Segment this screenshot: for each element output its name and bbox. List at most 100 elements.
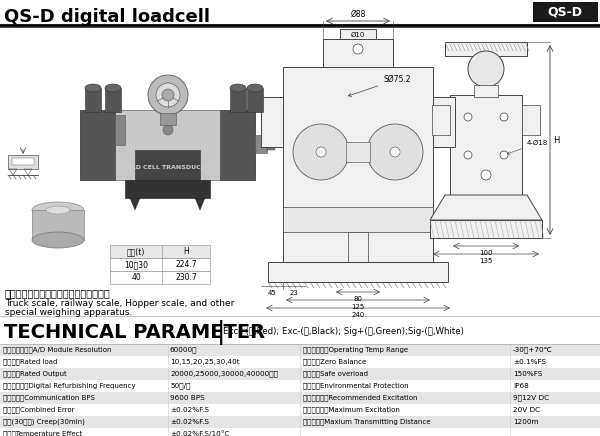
Bar [474,85,498,97]
Bar [230,88,246,112]
Text: H: H [183,247,189,256]
Text: 150%FS: 150%FS [513,371,542,377]
Text: 60000码: 60000码 [170,347,197,353]
Bar [340,29,376,39]
Bar [0,344,600,356]
Text: 防护等级Environmental Protection: 防护等级Environmental Protection [303,383,409,389]
Circle shape [162,89,174,101]
Text: 使用温度范围Operating Temp Range: 使用温度范围Operating Temp Range [303,347,408,353]
Text: 45: 45 [268,290,277,296]
Bar [261,97,283,147]
Bar [0,380,600,392]
Circle shape [156,83,180,107]
Text: 最大传输距Maxium Transmitting Distance: 最大传输距Maxium Transmitting Distance [303,419,431,425]
Text: 23: 23 [290,290,298,296]
Text: 汽车衡、轨道衡、配料秤及各种专用衡器: 汽车衡、轨道衡、配料秤及各种专用衡器 [5,288,111,298]
Text: 安全过载Safe overload: 安全过载Safe overload [303,371,368,377]
Text: 40: 40 [131,273,141,282]
Text: 50次/秒: 50次/秒 [170,383,191,389]
Bar [0,404,600,416]
Bar [268,262,448,282]
Text: 蚀变(30分钟) Creep(30min): 蚀变(30分钟) Creep(30min) [3,419,85,425]
Polygon shape [130,198,140,210]
Circle shape [468,51,504,87]
Ellipse shape [247,84,263,92]
Bar [533,2,598,22]
Polygon shape [195,198,205,210]
Polygon shape [430,195,542,220]
Bar [125,180,210,198]
Bar [348,232,368,262]
Text: 240: 240 [352,312,365,318]
Bar [0,416,600,428]
Circle shape [390,147,400,157]
Bar [283,67,433,262]
Bar [110,258,210,271]
Text: 4-Ø18: 4-Ø18 [507,140,548,154]
Text: 数据刺新速率Digital Refurbishing Frequency: 数据刺新速率Digital Refurbishing Frequency [3,383,136,389]
Circle shape [293,124,349,180]
Text: 1200m: 1200m [513,419,539,425]
Bar [105,88,121,112]
Bar [0,27,600,297]
Bar [0,428,600,436]
Circle shape [464,113,472,121]
Text: SØ75.2: SØ75.2 [349,75,410,96]
Circle shape [316,147,326,157]
Text: 综合精度Combined Error: 综合精度Combined Error [3,407,74,413]
Bar [0,356,600,368]
Bar [0,0,600,25]
Bar [255,135,267,153]
Text: 100: 100 [479,250,493,256]
Bar [283,207,433,232]
Text: H: H [553,136,559,144]
Circle shape [500,151,508,159]
Text: Exc+(红,Red); Exc-(黑,Black); Sig+(绿,Green);Sig-(白,White): Exc+(红,Red); Exc-(黑,Black); Sig+(绿,Green… [223,327,464,335]
Text: ±0.02%F.S: ±0.02%F.S [170,407,209,413]
Bar [433,97,455,147]
Text: 125: 125 [352,304,365,310]
Bar [160,113,176,125]
Bar [8,155,38,169]
Bar [0,392,600,404]
Bar [80,110,255,180]
Bar [522,105,540,135]
Bar [346,142,370,162]
Circle shape [500,113,508,121]
Text: 推荐输入电压Recommended Excitation: 推荐输入电压Recommended Excitation [303,395,418,401]
Text: 10,15,20,25,30,40t: 10,15,20,25,30,40t [170,359,239,365]
Text: 鈇重(t): 鈇重(t) [127,247,145,256]
Bar [115,115,125,145]
Ellipse shape [85,84,101,92]
Bar [445,42,527,56]
Text: ±0.1%FS: ±0.1%FS [513,359,546,365]
Circle shape [367,124,423,180]
Bar [323,39,393,67]
Text: -30～+70℃: -30～+70℃ [513,347,553,353]
Bar [12,158,34,165]
Circle shape [464,151,472,159]
Circle shape [163,125,173,135]
Text: 额定载荷Rated load: 额定载荷Rated load [3,359,58,365]
Text: IP68: IP68 [513,383,529,389]
Text: Truck scale, railway scale, Hopper scale, and other: Truck scale, railway scale, Hopper scale… [5,299,235,308]
Bar [430,220,542,238]
Bar [0,316,600,436]
Text: TECHNICAL PARAMETER: TECHNICAL PARAMETER [4,323,265,341]
Bar [247,88,263,112]
Bar [267,138,275,150]
Text: 80: 80 [353,296,362,302]
Text: 224.7: 224.7 [175,260,197,269]
Text: 额定输出Rated Output: 额定输出Rated Output [3,371,67,377]
Bar [0,368,600,380]
Text: Ø10: Ø10 [351,32,365,38]
Text: ±0.02%F.S/10°C: ±0.02%F.S/10°C [170,431,229,436]
Bar [32,210,84,240]
Text: 最大输入电压Maximum Excitation: 最大输入电压Maximum Excitation [303,407,400,413]
Text: special weighing apparatus.: special weighing apparatus. [5,308,133,317]
Bar [432,105,450,135]
Text: 20V DC: 20V DC [513,407,540,413]
Text: 温度系Temperature Effect: 温度系Temperature Effect [3,431,82,436]
Text: QS-D digital loadcell: QS-D digital loadcell [4,8,210,26]
Bar [220,110,255,180]
